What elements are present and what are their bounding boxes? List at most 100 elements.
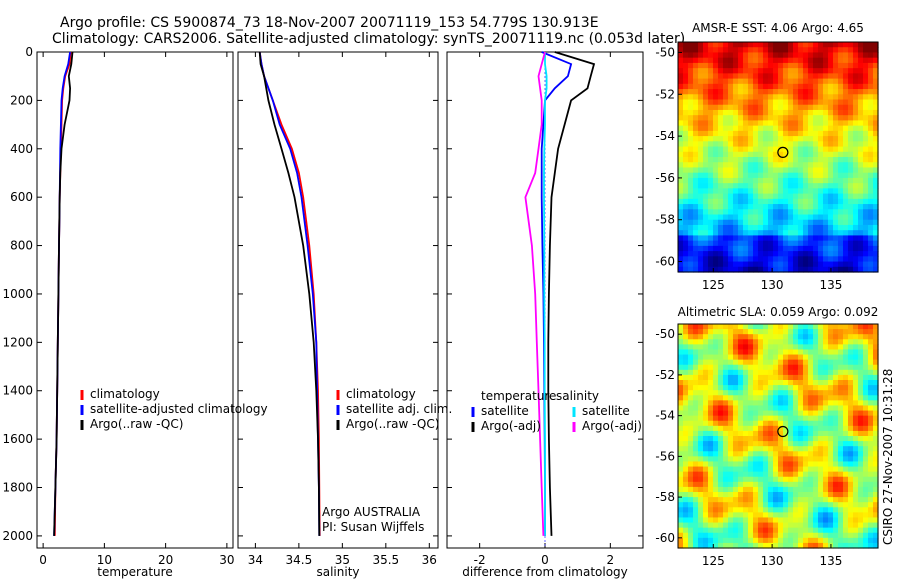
heatmap-cell <box>708 240 714 247</box>
heatmap-cell <box>728 83 734 90</box>
heatmap-cell <box>803 512 809 519</box>
heatmap-cell <box>713 461 719 468</box>
heatmap-cell <box>748 446 754 452</box>
heatmap-cell <box>693 446 699 452</box>
heatmap-cell <box>678 385 684 391</box>
heatmap-cell <box>703 466 709 473</box>
heatmap-cell <box>713 183 719 189</box>
heatmap-cell <box>808 390 814 396</box>
heatmap-cell <box>768 115 774 122</box>
heatmap-cell <box>793 120 799 127</box>
heatmap-cell <box>683 146 689 153</box>
heatmap-cell <box>853 385 859 391</box>
heatmap-cell <box>738 115 744 122</box>
heatmap-cell <box>728 522 734 529</box>
heatmap-cell <box>783 481 789 488</box>
heatmap-cell <box>783 395 789 401</box>
heatmap-cell <box>813 517 819 524</box>
heatmap-cell <box>838 109 844 116</box>
heatmap-cell <box>778 104 784 111</box>
heatmap-cell <box>748 109 754 116</box>
heatmap-cell <box>843 224 849 231</box>
heatmap-cell <box>783 104 789 111</box>
heatmap-cell <box>778 219 784 226</box>
heatmap-cell <box>773 512 779 519</box>
heatmap-cell <box>858 410 864 417</box>
heatmap-cell <box>848 73 854 80</box>
heatmap-cell <box>763 245 769 252</box>
heatmap-cell <box>793 251 799 257</box>
heatmap-cell <box>843 57 849 64</box>
heatmap-cell <box>713 136 719 142</box>
heatmap-cell <box>693 364 699 371</box>
heatmap-cell <box>843 266 849 273</box>
y-tick-label: 1800 <box>2 481 33 495</box>
heatmap-cell <box>778 266 784 273</box>
heatmap-cell <box>818 261 824 268</box>
heatmap-cell <box>848 183 854 189</box>
heatmap-cell <box>713 451 719 457</box>
heatmap-cell <box>843 497 849 503</box>
heatmap-cell <box>783 235 789 242</box>
heatmap-cell <box>753 446 759 452</box>
heatmap-cell <box>838 47 844 54</box>
heatmap-cell <box>873 374 879 381</box>
heatmap-cell <box>748 497 754 503</box>
heatmap-cell <box>693 68 699 74</box>
heatmap-cell <box>703 104 709 111</box>
heatmap-cell <box>823 261 829 268</box>
heatmap-cell <box>683 204 689 210</box>
heatmap-cell <box>698 245 704 252</box>
heatmap-cell <box>828 151 834 158</box>
heatmap-cell <box>853 94 859 101</box>
heatmap-cell <box>803 364 809 371</box>
heatmap-cell <box>733 527 739 534</box>
heatmap-cell <box>823 481 829 488</box>
heatmap-cell <box>813 146 819 153</box>
heatmap-cell <box>773 136 779 142</box>
heatmap-cell <box>828 425 834 432</box>
heatmap-cell <box>708 261 714 268</box>
heatmap-cell <box>833 425 839 432</box>
heatmap-cell <box>703 136 709 142</box>
series-line <box>547 51 596 536</box>
heatmap-cell <box>718 125 724 132</box>
heatmap-cell <box>818 339 824 345</box>
heatmap-cell <box>678 47 684 54</box>
heatmap-cell <box>778 157 784 163</box>
heatmap-cell <box>698 214 704 221</box>
heatmap-cell <box>738 130 744 137</box>
heatmap-cell <box>683 324 689 330</box>
heatmap-cell <box>758 527 764 534</box>
heatmap-cell <box>723 42 729 48</box>
heatmap-cell <box>788 369 794 376</box>
heatmap-cell <box>763 446 769 452</box>
heatmap-cell <box>728 89 734 95</box>
heatmap-cell <box>708 57 714 64</box>
heatmap-cell <box>828 172 834 179</box>
heatmap-cell <box>778 83 784 90</box>
heatmap-cell <box>873 497 879 503</box>
heatmap-cell <box>723 344 729 351</box>
heatmap-cell <box>763 99 769 106</box>
heatmap-cell <box>733 209 739 216</box>
heatmap-cell <box>818 125 824 132</box>
heatmap-cell <box>733 385 739 391</box>
heatmap-cell <box>793 390 799 396</box>
heatmap-cell <box>723 167 729 174</box>
heatmap-cell <box>873 245 879 252</box>
heatmap-cell <box>723 497 729 503</box>
heatmap-cell <box>763 481 769 488</box>
heatmap-cell <box>713 240 719 247</box>
heatmap-cell <box>808 57 814 64</box>
heatmap-cell <box>793 52 799 59</box>
heatmap-cell <box>678 256 684 263</box>
heatmap-cell <box>738 57 744 64</box>
heatmap-cell <box>858 507 864 513</box>
heatmap-cell <box>783 369 789 376</box>
heatmap-cell <box>748 476 754 483</box>
heatmap-cell <box>828 507 834 513</box>
heatmap-cell <box>833 177 839 184</box>
heatmap-cell <box>773 374 779 381</box>
heatmap-cell <box>688 261 694 268</box>
